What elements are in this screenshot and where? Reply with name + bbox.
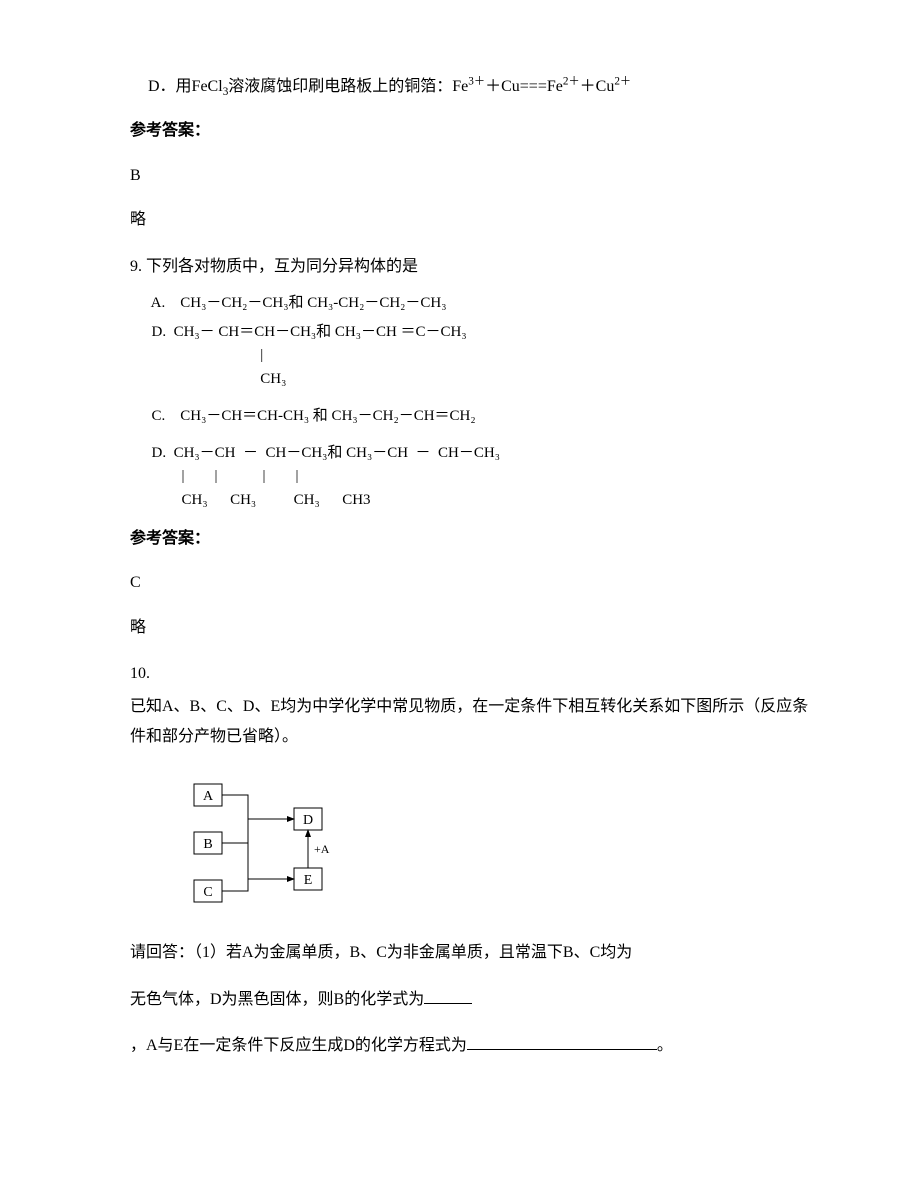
q9-d-l2: | | | | — [144, 468, 299, 484]
q9-c-l1: C. CH₃－CH＝CH-CH₃ 和 CH₃－CH₂－CH＝CH₂ — [144, 408, 476, 424]
svg-text:E: E — [304, 873, 313, 888]
q10-ask-3b: 。 — [657, 1037, 673, 1054]
q8-optd-text-3: ＋Cu===Fe — [485, 78, 563, 95]
q9-option-d: D. CH₃－CH － CH－CH₃和 CH₃－CH － CH－CH₃ | | … — [144, 442, 810, 512]
q9-option-b: D. CH₃－ CH＝CH－CH₃和 CH₃－CH ＝C－CH₃ | CH₃ — [144, 321, 810, 391]
q9-d-l3: CH₃ CH₃ CH₃ CH3 — [144, 492, 371, 508]
q9-b-l3: CH₃ — [144, 371, 286, 387]
q10-ask-2a: 无色气体，D为黑色固体，则B的化学式为 — [130, 991, 424, 1008]
q9-b-l2: | — [144, 347, 263, 363]
blank-equation — [467, 1033, 657, 1050]
q10-number: 10. — [130, 659, 810, 689]
q10-ask-2: 无色气体，D为黑色固体，则B的化学式为 — [130, 985, 810, 1015]
q10-diagram: A B C D E +A — [190, 780, 810, 910]
svg-text:A: A — [203, 789, 214, 804]
q9-b-l1: D. CH₃－ CH＝CH－CH₃和 CH₃－CH ＝C－CH₃ — [144, 324, 467, 340]
q9-d-l1: D. CH₃－CH － CH－CH₃和 CH₃－CH － CH－CH₃ — [144, 445, 500, 461]
q8-optd-text-2: 溶液腐蚀印刷电路板上的铜箔：Fe — [228, 78, 468, 95]
q9-option-c: C. CH₃－CH＝CH-CH₃ 和 CH₃－CH₂－CH＝CH₂ — [144, 405, 810, 428]
svg-text:+A: +A — [314, 842, 330, 856]
q8-answer: B — [130, 161, 810, 191]
q8-optd-text-1: D．用FeCl — [148, 78, 223, 95]
blank-b-formula — [424, 987, 472, 1004]
q8-note: 略 — [130, 205, 810, 235]
q9-a-l1: A. CH₃－CH₂－CH₃和 CH₃-CH₂－CH₂－CH₃ — [144, 295, 446, 311]
q9-answer: C — [130, 568, 810, 598]
flow-diagram-svg: A B C D E +A — [190, 780, 370, 910]
q8-optd-text-4: ＋Cu — [580, 78, 615, 95]
q9-note: 略 — [130, 613, 810, 643]
q10-ask-1: 请回答：（1）若A为金属单质，B、C为非金属单质，且常温下B、C均为 — [130, 938, 810, 968]
svg-text:D: D — [303, 813, 313, 828]
q9-stem: 9. 下列各对物质中，互为同分异构体的是 — [130, 252, 810, 282]
svg-text:B: B — [203, 837, 212, 852]
q10-ask-3: ，A与E在一定条件下反应生成D的化学方程式为 。 — [130, 1031, 810, 1061]
q9-answer-label: 参考答案： — [130, 524, 810, 554]
q10-stem: 已知A、B、C、D、E均为中学化学中常见物质，在一定条件下相互转化关系如下图所示… — [130, 692, 810, 753]
q10-ask-3a: ，A与E在一定条件下反应生成D的化学方程式为 — [130, 1037, 467, 1054]
svg-text:C: C — [203, 885, 212, 900]
q8-option-d: D．用FeCl3溶液腐蚀印刷电路板上的铜箔：Fe3＋＋Cu===Fe2＋＋Cu2… — [148, 72, 810, 102]
q8-answer-label: 参考答案： — [130, 116, 810, 146]
q9-option-a: A. CH₃－CH₂－CH₃和 CH₃-CH₂－CH₂－CH₃ — [144, 292, 810, 315]
